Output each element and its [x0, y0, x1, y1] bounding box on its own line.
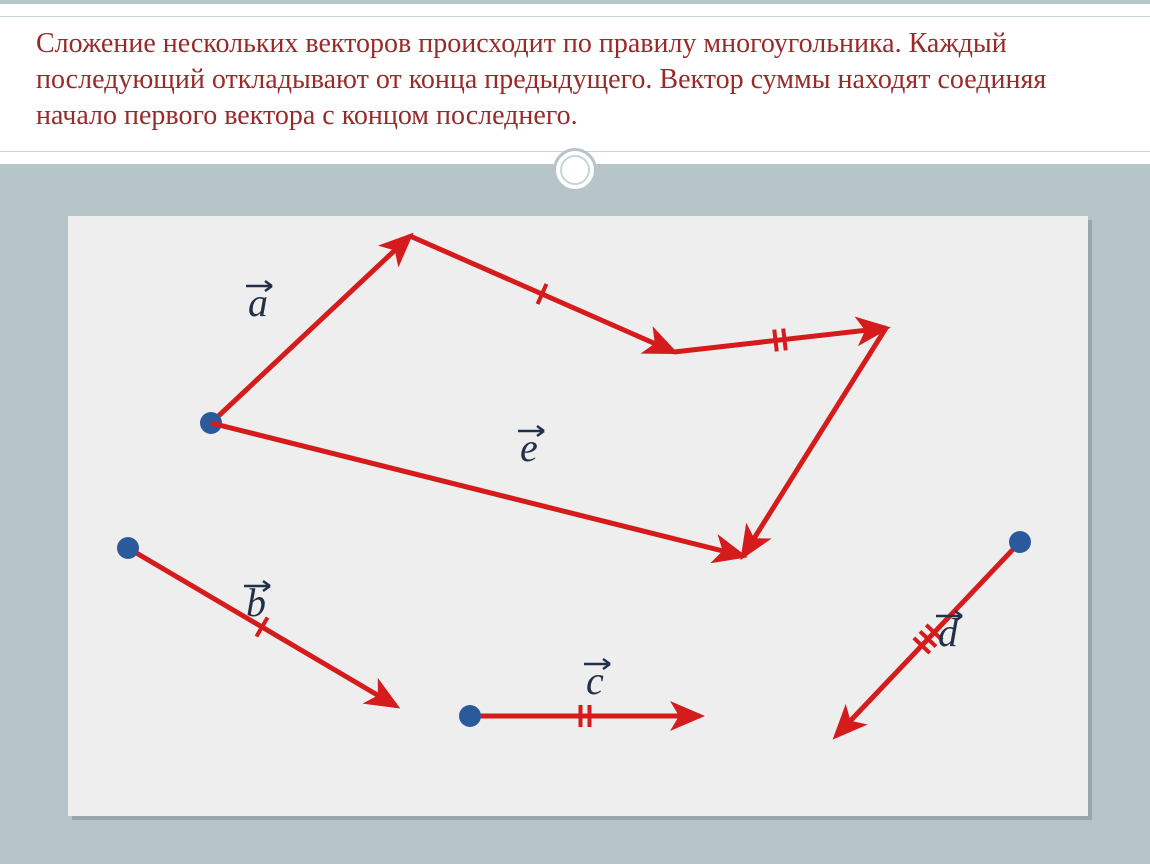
- svg-text:b: b: [246, 580, 266, 625]
- vector-label-e: e: [518, 425, 544, 470]
- svg-text:c: c: [586, 658, 604, 703]
- heading-text: Сложение нескольких векторов происходит …: [36, 26, 1130, 133]
- svg-text:a: a: [248, 280, 268, 325]
- svg-text:e: e: [520, 425, 538, 470]
- divider: [0, 16, 1150, 17]
- vector-label-d: d: [936, 610, 962, 655]
- vector-label-c: c: [584, 658, 610, 703]
- svg-text:d: d: [938, 610, 959, 655]
- vector-label-a: a: [246, 280, 272, 325]
- decorative-ring-icon: [553, 148, 597, 192]
- diagram-svg: a e b c d: [68, 216, 1088, 816]
- vector-diagram: a e b c d: [68, 216, 1088, 816]
